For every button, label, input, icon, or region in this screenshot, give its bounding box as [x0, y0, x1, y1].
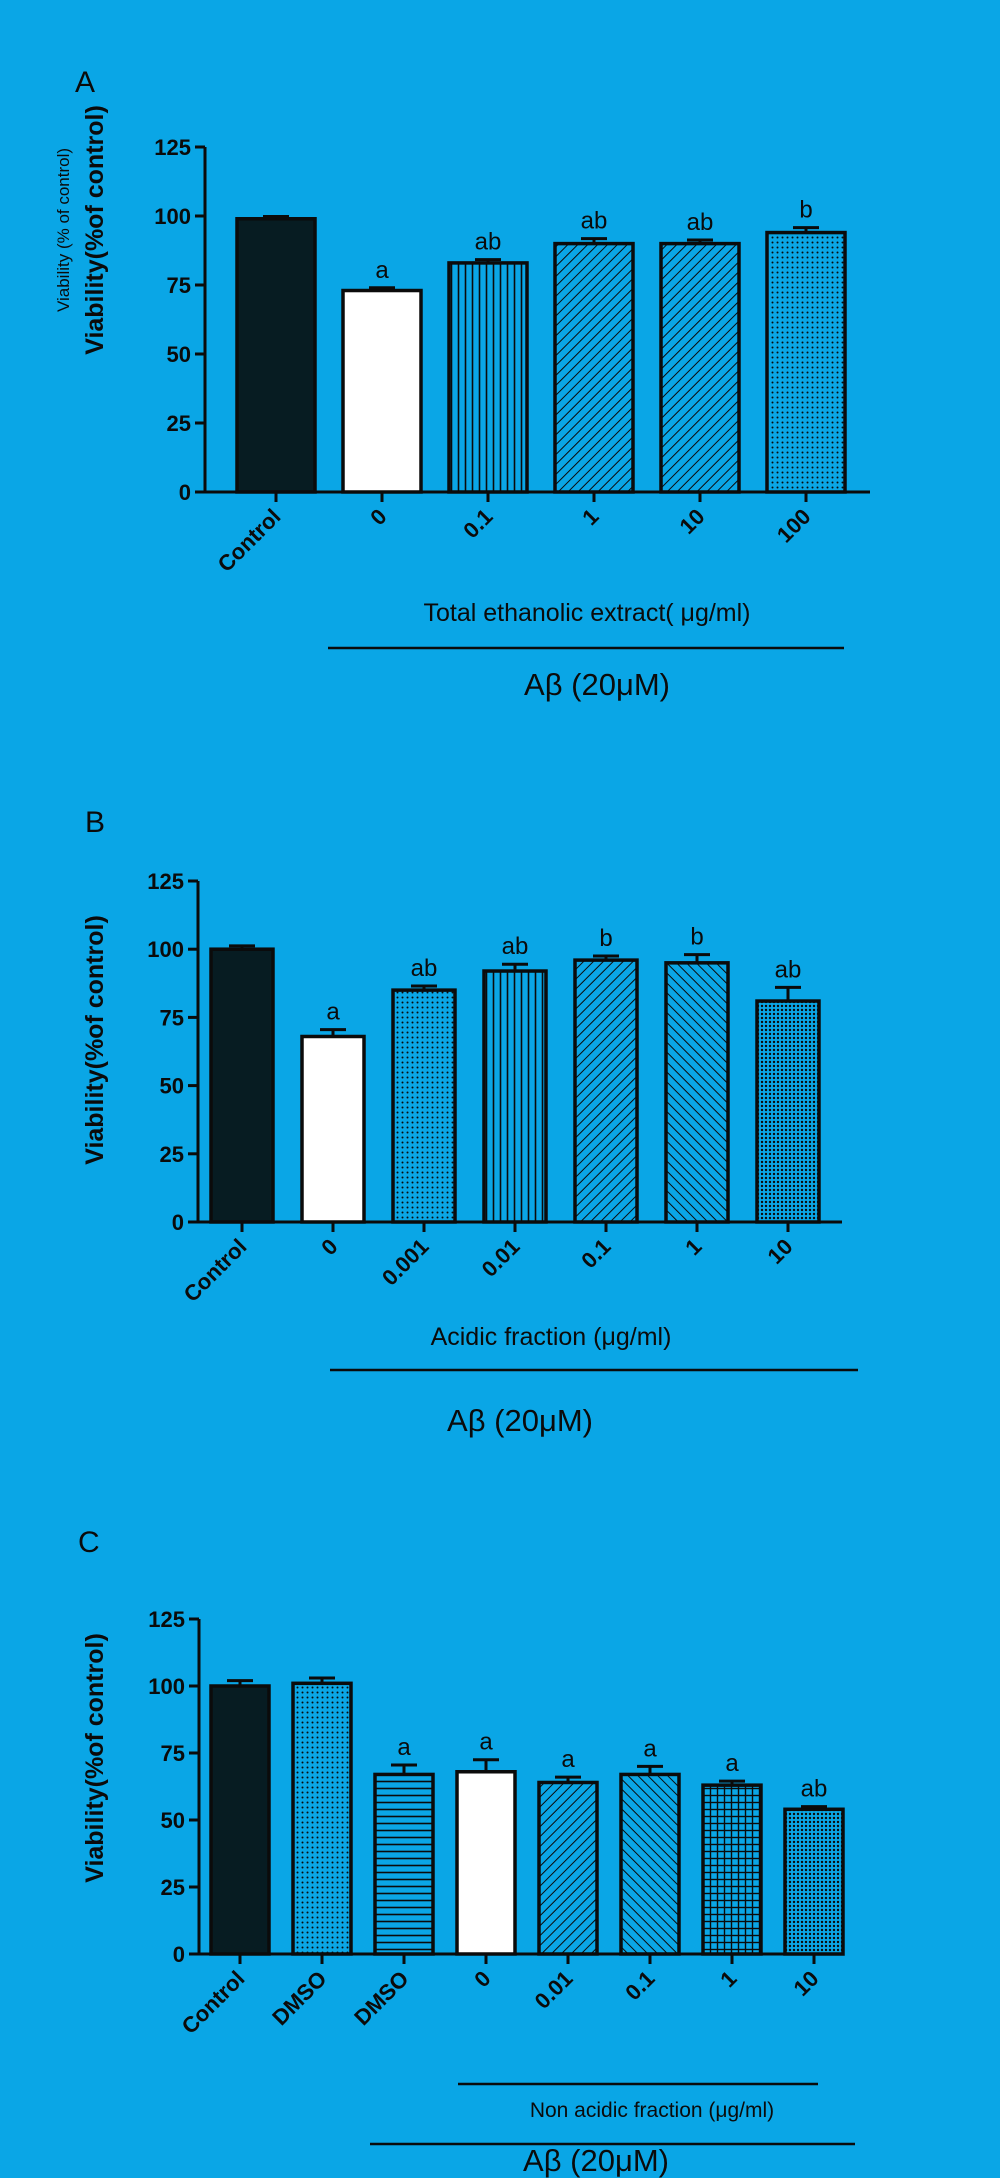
panel-a-bar: [235, 217, 317, 494]
panel-b-group-title: Acidic fraction (μg/ml): [431, 1323, 672, 1351]
panel-c-significance-label: a: [725, 1750, 739, 1777]
panel-b-x-tick-label: 10: [763, 1234, 798, 1269]
panel-b-bar: [209, 947, 275, 1224]
panel-a-y-tick-label: 100: [154, 204, 191, 229]
panel-c-y-tick-label: 125: [148, 1607, 185, 1632]
panel-c-x-tick-label: 0.01: [530, 1966, 578, 2014]
panel-b-bar: [664, 961, 730, 1224]
panel-c-bar: [291, 1681, 353, 1956]
panel-a-significance-label: ab: [687, 209, 714, 236]
panel-b-x-tick-label: 1: [680, 1234, 706, 1260]
panel-b-treatment-label: Aβ (20μM): [447, 1403, 593, 1438]
panel-c-x-tick-label: DMSO: [349, 1966, 413, 2030]
panel-a-significance-label: ab: [581, 208, 608, 235]
panel-b-x-tick-label: 0: [316, 1234, 342, 1260]
panel-c-x-tick-label: DMSO: [267, 1966, 331, 2030]
panel-b-bar: [482, 969, 548, 1224]
panel-c-bar: [783, 1807, 845, 1956]
panel-a-x-tick-label: 0: [365, 504, 391, 530]
panel-b-y-tick-label: 0: [172, 1210, 184, 1235]
panel-c-y-tick-label: 25: [161, 1875, 185, 1900]
panel-c-y-tick-label: 75: [161, 1741, 185, 1766]
panel-a-significance-label: b: [799, 197, 812, 224]
panel-a-y-tick-label: 75: [167, 273, 191, 298]
panel-a-x-tick-label: 1: [577, 504, 603, 530]
panel-c-y-axis-title: Viability(%of control): [81, 1633, 109, 1883]
panel-a-bar: [341, 288, 423, 494]
panel-c-x-tick-label: 10: [789, 1966, 824, 2001]
panel-b-y-tick-label: 75: [160, 1005, 184, 1030]
panel-b-x-tick-label: 0.1: [576, 1234, 615, 1273]
panel-c-bar: [619, 1772, 681, 1956]
panel-a-plot: 0 25 50 75 100 125 Control a 0 ab 0.1 ab 1 ab 10 b 100: [154, 135, 870, 577]
panel-c-y-tick-label: 0: [173, 1942, 185, 1967]
panel-b-significance-label: ab: [411, 955, 438, 982]
panel-b-bar: [391, 988, 457, 1224]
panel-a-x-tick-label: 10: [675, 504, 710, 539]
panel-c-bar: [373, 1772, 435, 1956]
panel-a-bar: [659, 241, 741, 494]
panel-c-significance-label: ab: [801, 1776, 828, 1803]
panel-a-y-tick-label: 125: [154, 135, 191, 160]
panel-a-y-tick-label: 0: [179, 480, 191, 505]
panel-c-y-tick-label: 100: [148, 1674, 185, 1699]
panel-c-y-tick-label: 50: [161, 1808, 185, 1833]
panel-b-significance-label: ab: [775, 956, 802, 983]
panel-a-bar: [553, 241, 635, 494]
panel-c-bar: [537, 1780, 599, 1956]
panel-a-group-title: Total ethanolic extract( μg/ml): [423, 599, 750, 627]
panel-b-significance-label: b: [599, 925, 612, 952]
panel-a-y-tick-label: 50: [167, 342, 191, 367]
panel-a-significance-label: a: [375, 257, 389, 284]
panel-b-significance-label: a: [326, 999, 340, 1026]
panel-a-x-tick-label: Control: [213, 504, 286, 577]
panel-c-x-tick-label: 1: [715, 1966, 741, 1992]
panel-a-y-axis-title: Viability(%of control): [81, 105, 109, 355]
panel-a-significance-label: ab: [475, 229, 502, 256]
panel-c-group-title: Non acidic fraction (μg/ml): [530, 2099, 774, 2122]
panel-a-x-tick-label: 100: [772, 504, 816, 548]
panel-b-y-tick-label: 125: [147, 869, 184, 894]
panel-c-plot: 0 25 50 75 100 125 Control DMSO a DMSO a 0 a 0.01 a 0.1…: [148, 1607, 845, 2039]
panel-b-bar: [755, 999, 821, 1224]
panel-a-label: A: [75, 66, 95, 99]
panel-c-bar: [209, 1684, 271, 1956]
panel-c-significance-label: a: [397, 1734, 411, 1761]
panel-b-significance-label: ab: [502, 933, 529, 960]
panel-a-bar: [447, 261, 529, 494]
panel-b-label: B: [85, 806, 105, 839]
panel-c-significance-label: a: [561, 1746, 575, 1773]
panel-b-x-tick-label: 0.001: [377, 1234, 434, 1291]
panel-c-x-tick-label: Control: [177, 1966, 250, 2039]
panel-c-x-tick-label: 0.1: [620, 1966, 659, 2005]
panel-c-label: C: [78, 1526, 100, 1559]
panel-b-y-tick-label: 25: [160, 1142, 184, 1167]
panel-b-plot: 0 25 50 75 100 125 Control a 0 ab 0.001 ab 0.01 b 0.1 b…: [147, 869, 842, 1307]
panel-b-x-tick-label: 0.01: [477, 1234, 525, 1282]
panel-b: B Viability(%of control) 0255075100125Co…: [81, 806, 858, 1438]
panel-a-x-tick-label: 0.1: [458, 504, 497, 543]
panel-c-bar: [701, 1783, 763, 1956]
panel-b-bar: [573, 958, 639, 1224]
panel-c: C Viability(%of control) 0255075100125Co…: [78, 1526, 855, 2178]
panel-a-bar: [765, 230, 847, 494]
panel-a-treatment-label: Aβ (20μM): [524, 667, 670, 702]
panel-b-bar: [300, 1034, 366, 1224]
panel-a: A Viability(%of control) Viability (% of…: [54, 66, 870, 702]
panel-b-y-axis-title: Viability(%of control): [81, 915, 109, 1165]
panel-b-x-tick-label: Control: [179, 1234, 252, 1307]
panel-a-y-axis-secondary-title: Viability (% of control): [54, 148, 73, 312]
panel-c-significance-label: a: [479, 1729, 493, 1756]
panel-b-significance-label: b: [690, 924, 703, 951]
panel-c-x-tick-label: 0: [469, 1966, 495, 1992]
panel-a-y-tick-label: 25: [167, 411, 191, 436]
panel-c-significance-label: a: [643, 1735, 657, 1762]
panel-b-y-tick-label: 100: [147, 937, 184, 962]
panel-c-treatment-label: Aβ (20μM): [523, 2143, 669, 2178]
panel-b-y-tick-label: 50: [160, 1074, 184, 1099]
panel-c-bar: [455, 1770, 517, 1956]
